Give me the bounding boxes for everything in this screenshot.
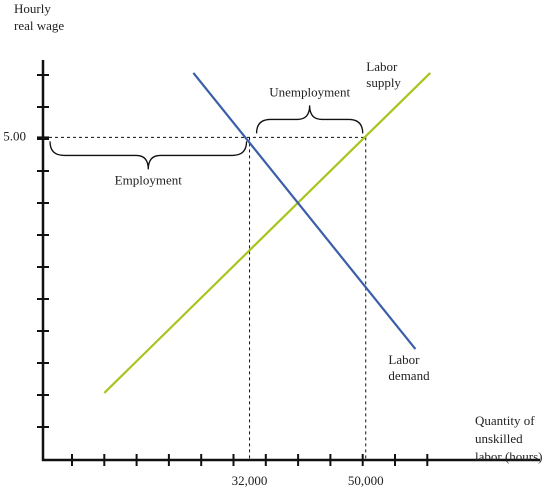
series-line [103, 72, 432, 394]
brace [49, 141, 248, 170]
minor-ticks [37, 74, 429, 466]
y-axis-label: real wage [14, 18, 64, 33]
x-axis-label: labor (hours) [475, 449, 543, 464]
x-tick-label: 50,000 [348, 473, 384, 488]
axes [41, 60, 540, 462]
x-axis-label: unskilled [475, 431, 523, 446]
y-axis-label: Hourly [14, 1, 51, 16]
annotation: Unemployment [269, 84, 350, 99]
legend-label: Labor demand [388, 352, 430, 383]
y-tick-label: 5.00 [3, 128, 26, 143]
brace [255, 105, 364, 134]
annotation: Employment [115, 172, 183, 187]
legend-label: Labor supply [366, 59, 401, 90]
series-line [192, 72, 417, 350]
x-tick-label: 32,000 [232, 473, 268, 488]
x-axis-label: Quantity of [475, 413, 535, 428]
